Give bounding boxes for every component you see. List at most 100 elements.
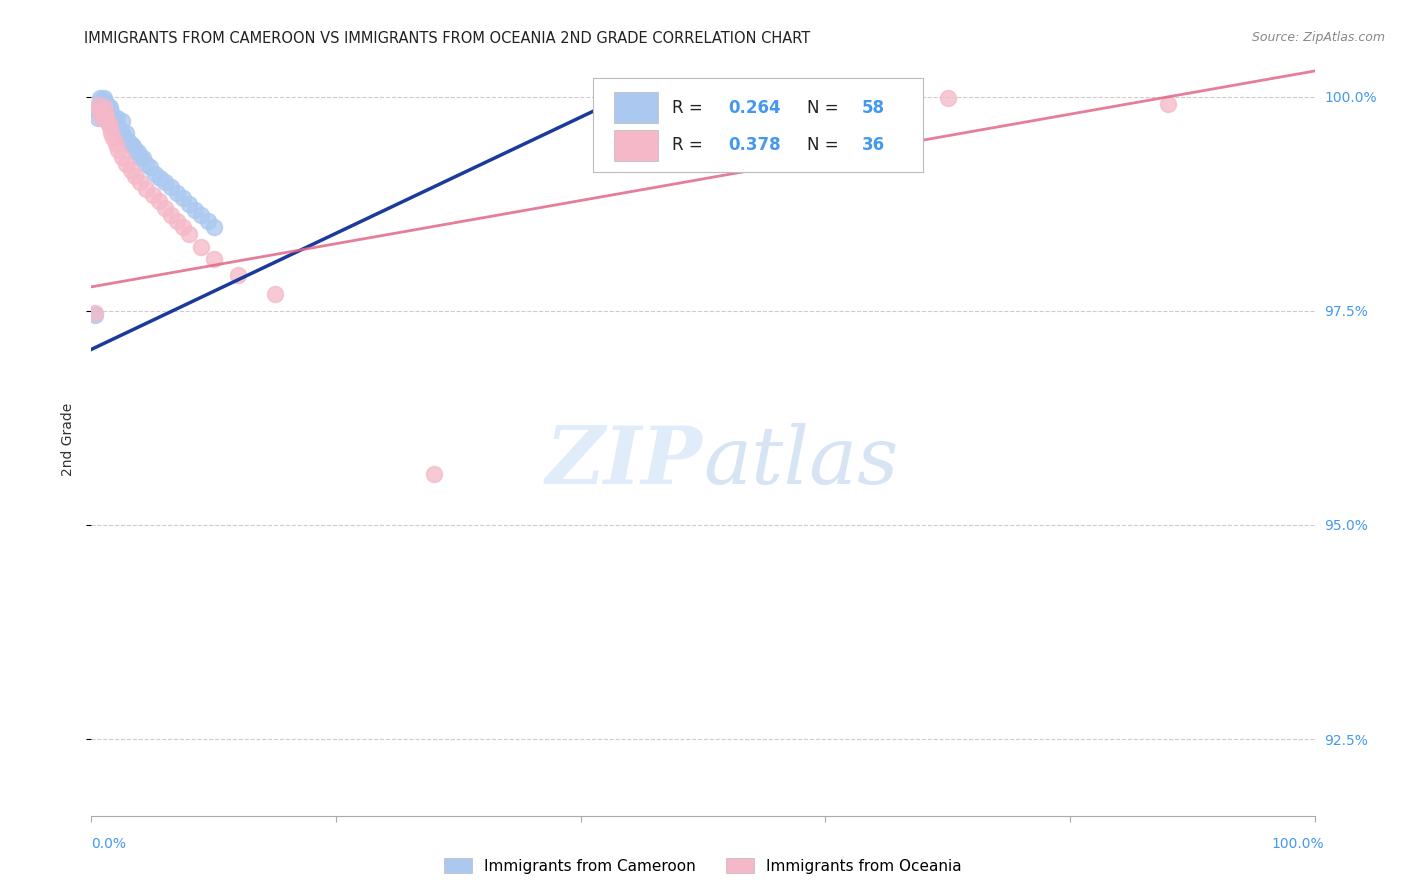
Text: 0.0%: 0.0% [91, 837, 127, 851]
Text: N =: N = [807, 99, 844, 117]
Point [936, 91, 959, 105]
Text: ZIP: ZIP [546, 423, 703, 500]
Point [160, 179, 183, 194]
Point [91, 111, 114, 125]
Text: atlas: atlas [703, 423, 898, 500]
Point [108, 122, 131, 136]
Point [114, 156, 136, 170]
Point [814, 103, 837, 117]
Point [197, 214, 219, 228]
Point [264, 286, 287, 301]
Point [103, 131, 125, 145]
Point [172, 219, 194, 234]
Text: N =: N = [807, 136, 844, 154]
Point [91, 98, 114, 112]
Point [86, 98, 108, 112]
Point [84, 308, 107, 322]
Point [89, 96, 111, 111]
Point [117, 134, 139, 148]
Text: 0.264: 0.264 [728, 99, 782, 117]
Point [202, 252, 225, 267]
Point [107, 143, 129, 157]
Point [135, 156, 157, 170]
Point [184, 202, 207, 217]
Point [153, 175, 176, 189]
Point [153, 201, 176, 215]
Point [172, 191, 194, 205]
Point [93, 90, 115, 104]
Point [89, 91, 111, 105]
Point [89, 103, 111, 117]
Point [94, 109, 117, 123]
Point [107, 120, 129, 134]
Text: IMMIGRANTS FROM CAMEROON VS IMMIGRANTS FROM OCEANIA 2ND GRADE CORRELATION CHART: IMMIGRANTS FROM CAMEROON VS IMMIGRANTS F… [84, 31, 811, 46]
Point [98, 120, 121, 134]
Point [143, 167, 166, 181]
Point [112, 131, 135, 145]
Point [179, 227, 201, 241]
Text: 0.378: 0.378 [728, 136, 782, 154]
Point [716, 98, 738, 112]
Point [111, 150, 134, 164]
Point [91, 105, 114, 120]
Point [166, 214, 188, 228]
Point [148, 194, 170, 209]
Point [94, 105, 117, 120]
Point [94, 100, 117, 114]
Point [190, 239, 212, 253]
Legend: Immigrants from Cameroon, Immigrants from Oceania: Immigrants from Cameroon, Immigrants fro… [439, 852, 967, 880]
Point [112, 128, 135, 143]
Point [127, 145, 149, 160]
Point [129, 150, 152, 164]
Point [103, 117, 125, 131]
Text: Source: ZipAtlas.com: Source: ZipAtlas.com [1251, 31, 1385, 45]
Point [124, 143, 146, 157]
Point [226, 268, 249, 282]
Point [94, 103, 117, 117]
Point [139, 160, 162, 174]
Point [132, 152, 155, 166]
Point [96, 113, 118, 128]
Point [101, 109, 124, 123]
Point [129, 175, 152, 189]
Point [90, 100, 112, 114]
Text: 58: 58 [862, 99, 884, 117]
Point [149, 171, 172, 186]
Point [135, 182, 157, 196]
Point [111, 113, 134, 128]
Point [86, 111, 108, 125]
Point [202, 219, 225, 234]
Point [179, 196, 201, 211]
Point [1157, 96, 1180, 111]
Point [104, 117, 127, 131]
Point [100, 126, 122, 140]
FancyBboxPatch shape [613, 92, 658, 123]
FancyBboxPatch shape [593, 78, 924, 172]
Point [110, 126, 132, 140]
Point [97, 103, 120, 117]
Point [97, 109, 120, 123]
Point [160, 208, 183, 222]
Point [190, 208, 212, 222]
Point [120, 136, 142, 151]
Point [104, 113, 127, 128]
Point [105, 111, 128, 125]
Point [93, 100, 115, 114]
Point [97, 117, 120, 131]
Point [114, 126, 136, 140]
Point [166, 186, 188, 200]
Point [90, 109, 112, 123]
Point [122, 139, 145, 153]
Point [96, 98, 118, 112]
Point [141, 188, 163, 202]
Point [100, 105, 122, 120]
Point [120, 162, 142, 177]
Point [94, 96, 117, 111]
Point [93, 103, 115, 117]
Point [124, 169, 146, 183]
Point [90, 94, 112, 108]
Point [96, 107, 118, 121]
Point [84, 305, 107, 319]
Point [423, 467, 446, 481]
Point [103, 111, 125, 125]
